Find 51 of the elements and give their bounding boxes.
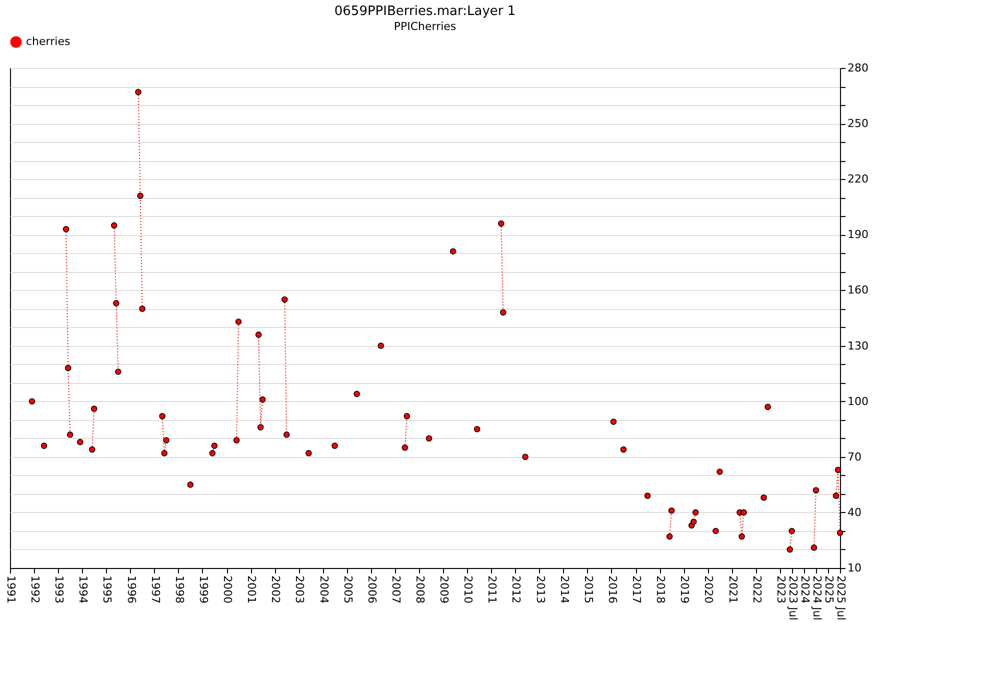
- x-tick-label: 2010: [462, 576, 475, 604]
- x-tick-label: 1995: [100, 576, 114, 604]
- x-tick-label: 1998: [172, 576, 186, 604]
- x-tick-label: 1992: [28, 576, 42, 604]
- x-tick-label: 2001: [245, 576, 258, 604]
- x-tick-label: 1993: [52, 576, 66, 604]
- x-tick-label: 2008: [414, 576, 427, 604]
- x-tick-label: 2013: [534, 576, 547, 604]
- y-tick-label: 220: [848, 172, 868, 186]
- x-tick-label: 2025 Jul: [834, 576, 848, 620]
- y-tick-label: 100: [848, 394, 868, 408]
- y-tick-label: 130: [848, 339, 868, 352]
- x-tick-label: 2024 Jul: [810, 576, 824, 620]
- x-tick-label: 1996: [124, 576, 138, 604]
- y-tick-label: 70: [848, 450, 862, 464]
- x-tick-label: 2012: [510, 576, 523, 604]
- legend-label: cherries: [26, 35, 70, 48]
- x-tick-label: 2022: [750, 576, 764, 604]
- x-tick-label: 2006: [365, 576, 378, 604]
- x-tick-label: 2004: [317, 576, 330, 604]
- y-tick-label: 160: [848, 284, 868, 297]
- x-tick-label: 2007: [389, 576, 402, 604]
- x-tick-label: 2023 Jul: [786, 576, 800, 620]
- x-tick-label: 2015: [582, 576, 595, 604]
- x-tick-label: 1994: [76, 576, 90, 604]
- x-tick-label: 2024: [798, 576, 812, 604]
- x-tick-label: 2017: [630, 576, 644, 604]
- x-tick-label: 2018: [654, 576, 668, 604]
- x-tick-label: 2023: [774, 576, 788, 604]
- x-tick-label: 2002: [269, 576, 282, 604]
- y-tick-label: 10: [848, 562, 862, 574]
- x-tick-label: 2025: [822, 576, 836, 604]
- x-tick-label: 1999: [196, 576, 210, 604]
- chart-subtitle: PPICherries: [394, 20, 456, 33]
- y-tick-label: 250: [848, 117, 868, 130]
- x-tick-label: 2021: [726, 576, 740, 604]
- x-tick-label: 2009: [438, 576, 451, 604]
- y-tick-label: 280: [848, 62, 868, 74]
- x-tick-label: 2020: [702, 576, 716, 604]
- x-tick-label: 2005: [341, 576, 354, 604]
- x-tick-label: 2016: [606, 576, 619, 604]
- x-tick-label: 2014: [558, 576, 571, 604]
- chart-title: 0659PPIBerries.mar:Layer 1: [334, 4, 516, 19]
- x-tick-label: 2000: [221, 576, 234, 604]
- y-tick-label: 190: [848, 228, 868, 242]
- y-tick-label: 40: [848, 506, 862, 519]
- x-tick-label: 2019: [678, 576, 692, 604]
- x-tick-label: 1997: [148, 576, 162, 604]
- x-tick-label: 2011: [486, 576, 499, 604]
- x-tick-label: 1991: [4, 576, 18, 604]
- x-tick-label: 2003: [293, 576, 306, 604]
